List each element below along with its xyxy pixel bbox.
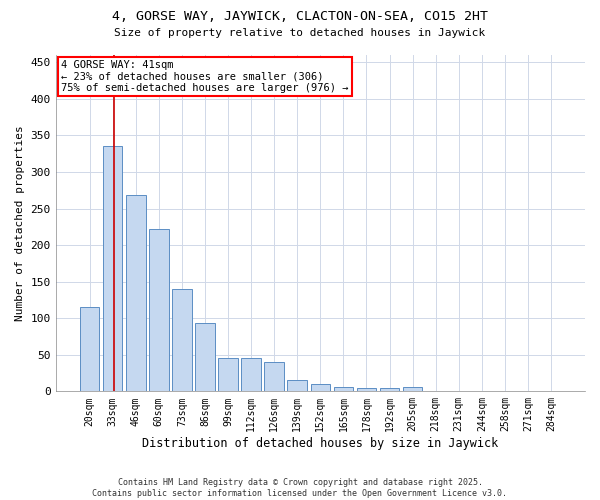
Bar bbox=[241, 358, 261, 392]
Bar bbox=[80, 307, 100, 392]
Bar bbox=[426, 390, 446, 392]
Bar bbox=[472, 390, 492, 392]
Bar bbox=[541, 390, 561, 392]
Y-axis label: Number of detached properties: Number of detached properties bbox=[15, 126, 25, 321]
Bar bbox=[103, 146, 122, 392]
Bar bbox=[218, 358, 238, 392]
Bar bbox=[518, 390, 538, 392]
Text: Contains HM Land Registry data © Crown copyright and database right 2025.
Contai: Contains HM Land Registry data © Crown c… bbox=[92, 478, 508, 498]
Bar bbox=[149, 229, 169, 392]
Text: Size of property relative to detached houses in Jaywick: Size of property relative to detached ho… bbox=[115, 28, 485, 38]
Bar bbox=[403, 387, 422, 392]
Bar bbox=[334, 387, 353, 392]
Bar bbox=[356, 388, 376, 392]
Bar bbox=[195, 324, 215, 392]
Text: 4, GORSE WAY, JAYWICK, CLACTON-ON-SEA, CO15 2HT: 4, GORSE WAY, JAYWICK, CLACTON-ON-SEA, C… bbox=[112, 10, 488, 23]
Bar bbox=[311, 384, 330, 392]
Bar bbox=[287, 380, 307, 392]
Bar bbox=[265, 362, 284, 392]
Bar bbox=[172, 289, 191, 392]
Bar bbox=[449, 390, 469, 392]
Bar bbox=[380, 388, 400, 392]
Bar bbox=[495, 390, 515, 392]
Bar bbox=[126, 196, 146, 392]
Text: 4 GORSE WAY: 41sqm
← 23% of detached houses are smaller (306)
75% of semi-detach: 4 GORSE WAY: 41sqm ← 23% of detached hou… bbox=[61, 60, 349, 93]
X-axis label: Distribution of detached houses by size in Jaywick: Distribution of detached houses by size … bbox=[142, 437, 499, 450]
